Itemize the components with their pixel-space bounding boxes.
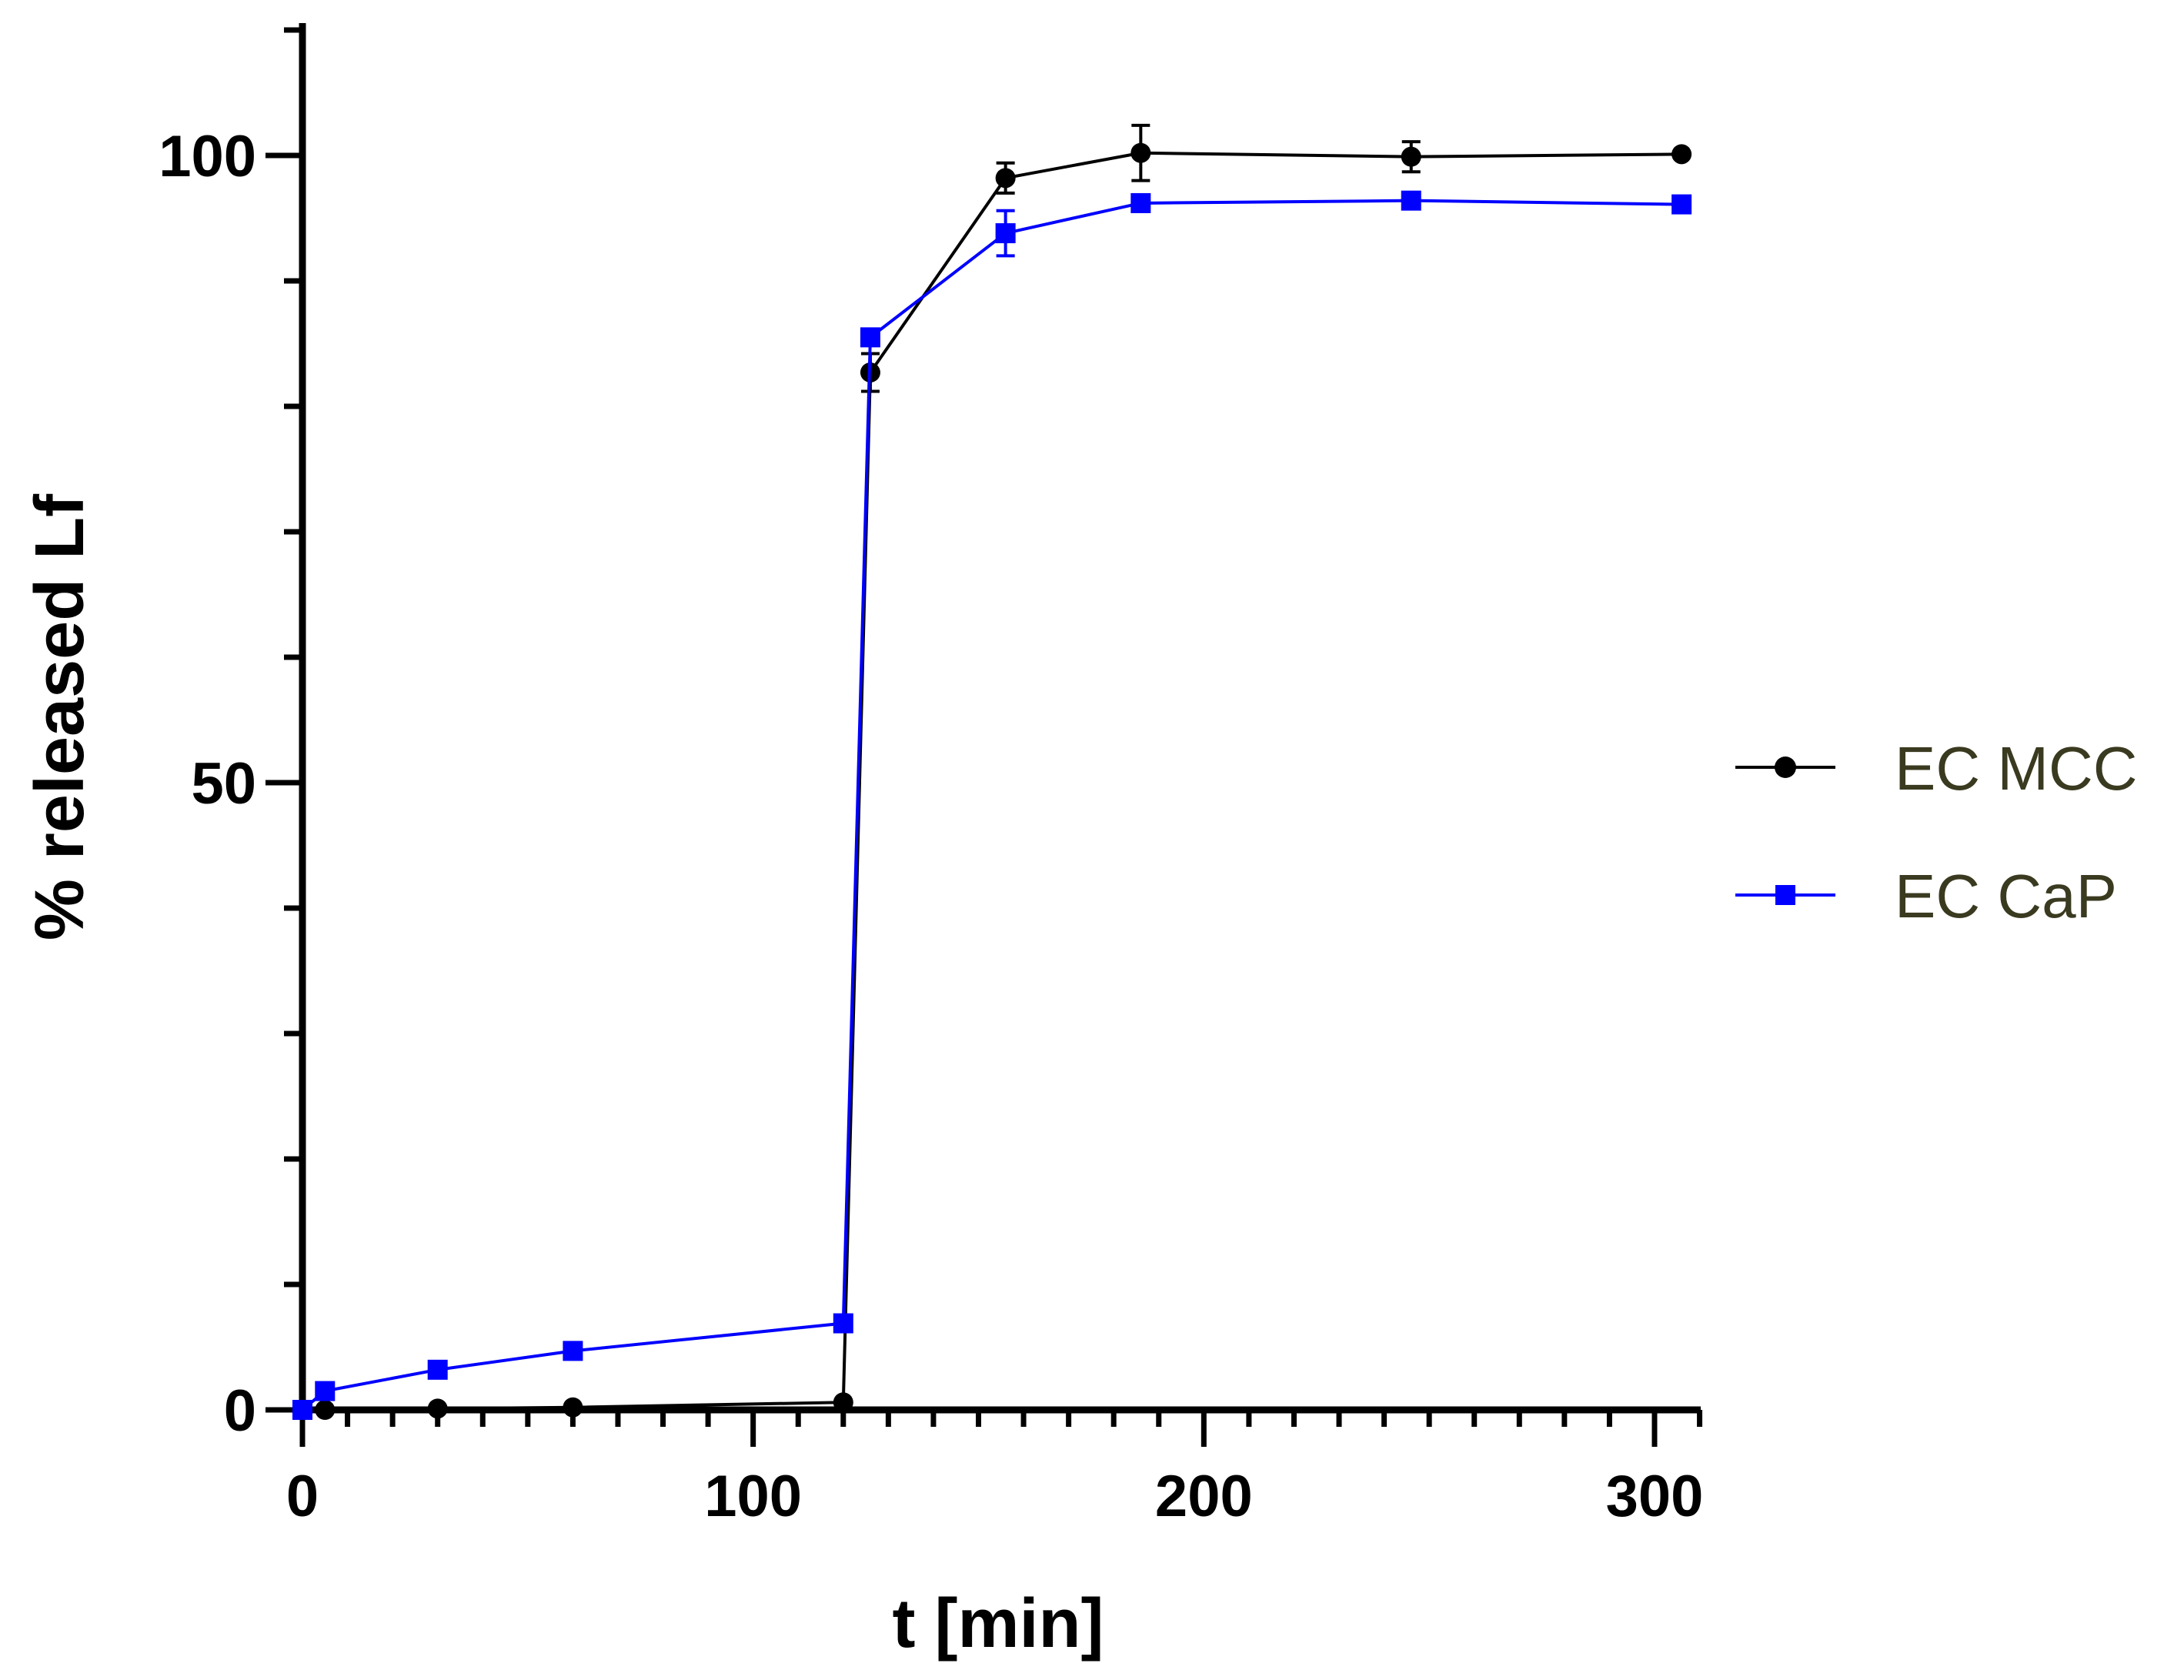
series-line-ec-cap xyxy=(301,199,1682,1411)
data-point xyxy=(1401,190,1421,211)
legend-label-ec-cap: EC CaP xyxy=(1895,862,2117,930)
y-axis-title: % released Lf xyxy=(22,493,99,940)
data-point xyxy=(1401,146,1421,167)
legend: EC MCC EC CaP xyxy=(1735,734,2138,930)
data-point xyxy=(833,1392,853,1413)
x-tick-label: 0 xyxy=(286,1464,319,1529)
x-tick-label: 300 xyxy=(1606,1464,1704,1529)
data-point xyxy=(292,1400,312,1420)
y-tick-label: 0 xyxy=(224,1378,256,1444)
data-point xyxy=(563,1397,583,1418)
data-point xyxy=(1130,192,1151,213)
data-point xyxy=(1671,144,1692,165)
x-tick-label: 100 xyxy=(704,1464,802,1529)
data-point xyxy=(563,1341,583,1361)
data-point xyxy=(1130,142,1151,163)
series xyxy=(292,123,1692,1420)
legend-marker-ec-cap xyxy=(1775,885,1795,905)
legend-label-ec-mcc: EC MCC xyxy=(1895,734,2138,803)
series-ec-cap xyxy=(292,190,1692,1420)
legend-item-ec-mcc: EC MCC xyxy=(1735,734,2138,803)
y-tick-label: 50 xyxy=(191,751,256,817)
data-point xyxy=(427,1359,448,1380)
data-point xyxy=(995,168,1016,189)
data-point xyxy=(1671,194,1692,215)
data-point xyxy=(995,223,1016,244)
x-tick-label: 200 xyxy=(1155,1464,1253,1529)
ticks: 0 100 200 300 0 50 100 xyxy=(159,27,1704,1529)
legend-item-ec-cap: EC CaP xyxy=(1735,862,2117,930)
data-point xyxy=(315,1400,336,1420)
x-axis-title: t [min] xyxy=(893,1585,1104,1662)
legend-marker-ec-mcc xyxy=(1775,757,1796,778)
data-point xyxy=(427,1398,448,1419)
y-tick-label: 100 xyxy=(159,124,256,189)
data-point xyxy=(833,1313,853,1334)
data-point xyxy=(860,327,880,348)
series-ec-mcc xyxy=(292,123,1692,1420)
axes xyxy=(299,23,1701,1414)
series-line-ec-mcc xyxy=(302,151,1682,1411)
data-point xyxy=(315,1381,336,1401)
